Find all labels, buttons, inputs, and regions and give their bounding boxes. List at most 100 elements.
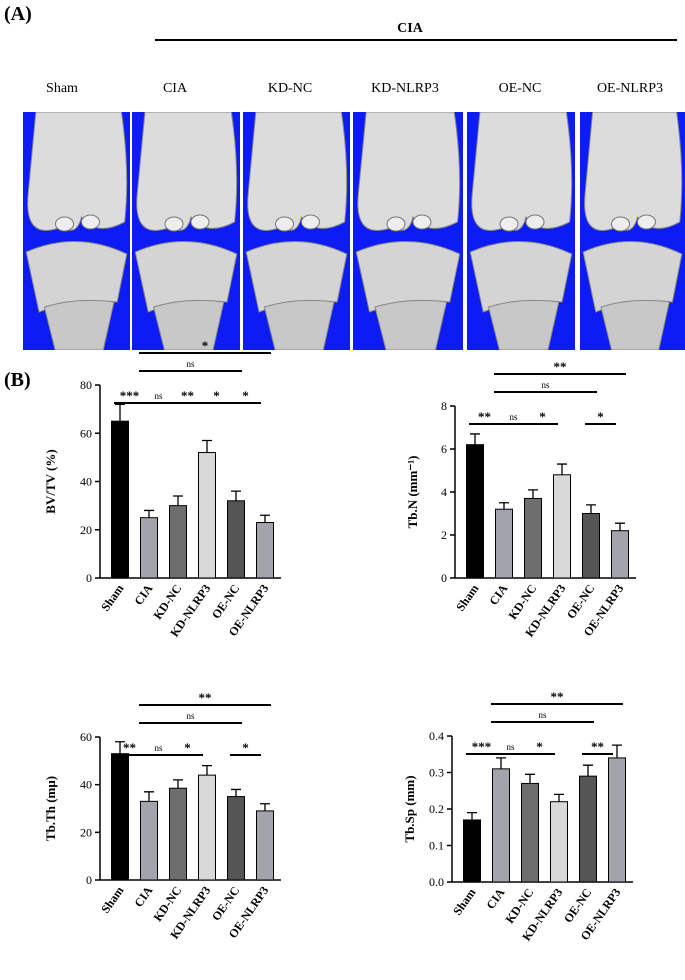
error-bar — [202, 439, 212, 453]
femur — [471, 112, 573, 231]
bar — [463, 819, 481, 883]
column-label: CIA — [163, 81, 188, 96]
condyle — [190, 214, 210, 230]
error-bar — [231, 490, 241, 501]
y-tick-label: 0.3 — [429, 766, 444, 780]
error-bar — [499, 502, 509, 510]
y-tick-label: 20 — [80, 523, 92, 537]
y-tick-label: 40 — [80, 475, 92, 489]
y-axis-title: Tb.Sp (mm) — [402, 775, 417, 842]
error-bar — [525, 773, 535, 784]
y-tick-label: 0 — [86, 873, 92, 887]
panel-label: (B) — [4, 369, 31, 391]
bar — [140, 517, 158, 579]
y-tick-label: 20 — [80, 825, 92, 839]
significance-label: * — [597, 409, 604, 424]
error-bar — [144, 791, 154, 802]
panel-label: (A) — [4, 3, 32, 25]
y-tick-label: 0.0 — [429, 875, 444, 889]
significance-label: * — [202, 338, 209, 353]
significance-label: ns — [541, 380, 550, 390]
y-tick-label: 0.1 — [429, 839, 444, 853]
bone-image — [353, 112, 463, 350]
condyle — [164, 216, 184, 232]
significance-label: ** — [591, 739, 604, 754]
femur — [247, 112, 348, 231]
x-tick-label: Sham — [98, 884, 126, 916]
error-bar — [615, 522, 625, 531]
bar — [553, 474, 571, 579]
y-tick-label: 0 — [86, 571, 92, 585]
bar — [492, 768, 510, 883]
significance-label: ** — [181, 388, 194, 403]
significance-label: * — [539, 409, 546, 424]
error-bar — [173, 779, 183, 789]
error-bar — [557, 463, 567, 475]
femur — [27, 112, 128, 231]
column-label: Sham — [46, 81, 78, 96]
y-tick-label: 60 — [80, 730, 92, 744]
column-label: KD-NC — [268, 81, 312, 96]
error-bar — [467, 812, 477, 820]
x-tick-label: Sham — [98, 582, 126, 614]
significance-label: ns — [509, 412, 518, 422]
image-row — [23, 112, 685, 350]
significance-label: ns — [154, 391, 163, 401]
bar — [169, 787, 187, 881]
significance-label: ** — [551, 689, 564, 704]
bone-image — [23, 112, 130, 350]
y-tick-label: 4 — [441, 485, 447, 499]
bar — [227, 500, 245, 579]
significance-label: * — [536, 739, 543, 754]
column-label: OE-NLRP3 — [597, 81, 663, 96]
y-tick-label: 0.2 — [429, 802, 444, 816]
condyle — [386, 216, 406, 232]
femur — [357, 112, 461, 231]
y-tick-label: 8 — [441, 399, 447, 413]
error-bar — [231, 788, 241, 797]
significance-label: * — [242, 388, 249, 403]
significance-label: * — [213, 388, 220, 403]
bar — [495, 508, 513, 579]
bone-image — [132, 112, 240, 350]
x-tick-label: Sham — [453, 582, 481, 614]
error-bar — [115, 403, 125, 422]
error-bar — [144, 509, 154, 518]
significance-label: ** — [123, 740, 136, 755]
bar — [198, 452, 216, 579]
y-tick-label: 6 — [441, 442, 447, 456]
bar — [256, 522, 274, 579]
error-bar — [586, 504, 596, 514]
significance-label: * — [242, 740, 249, 755]
error-bar — [583, 764, 593, 777]
significance-label: *** — [472, 739, 492, 754]
shaft — [43, 299, 115, 350]
error-bar — [496, 757, 506, 769]
shaft — [374, 299, 448, 350]
condyle — [412, 214, 432, 230]
bone-image — [580, 112, 685, 350]
femur — [584, 112, 683, 231]
group-label: CIA — [397, 21, 424, 36]
column-label: OE-NC — [499, 81, 542, 96]
column-label: KD-NLRP3 — [371, 81, 439, 96]
bone-image — [467, 112, 575, 350]
bar — [169, 505, 187, 579]
error-bar — [528, 489, 538, 499]
significance-label: ns — [538, 710, 547, 720]
bar — [256, 810, 274, 881]
error-bar — [260, 803, 270, 811]
bar — [466, 444, 484, 579]
bar — [198, 774, 216, 881]
significance-label: ns — [186, 359, 195, 369]
bar — [140, 800, 158, 881]
y-tick-label: 40 — [80, 778, 92, 792]
significance-label: ns — [154, 743, 163, 753]
error-bar — [260, 514, 270, 523]
bar — [550, 801, 568, 883]
y-axis-title: Tb.Th (mμ) — [43, 776, 58, 841]
condyle — [637, 214, 656, 230]
bar — [524, 497, 542, 579]
significance-label: * — [184, 740, 191, 755]
